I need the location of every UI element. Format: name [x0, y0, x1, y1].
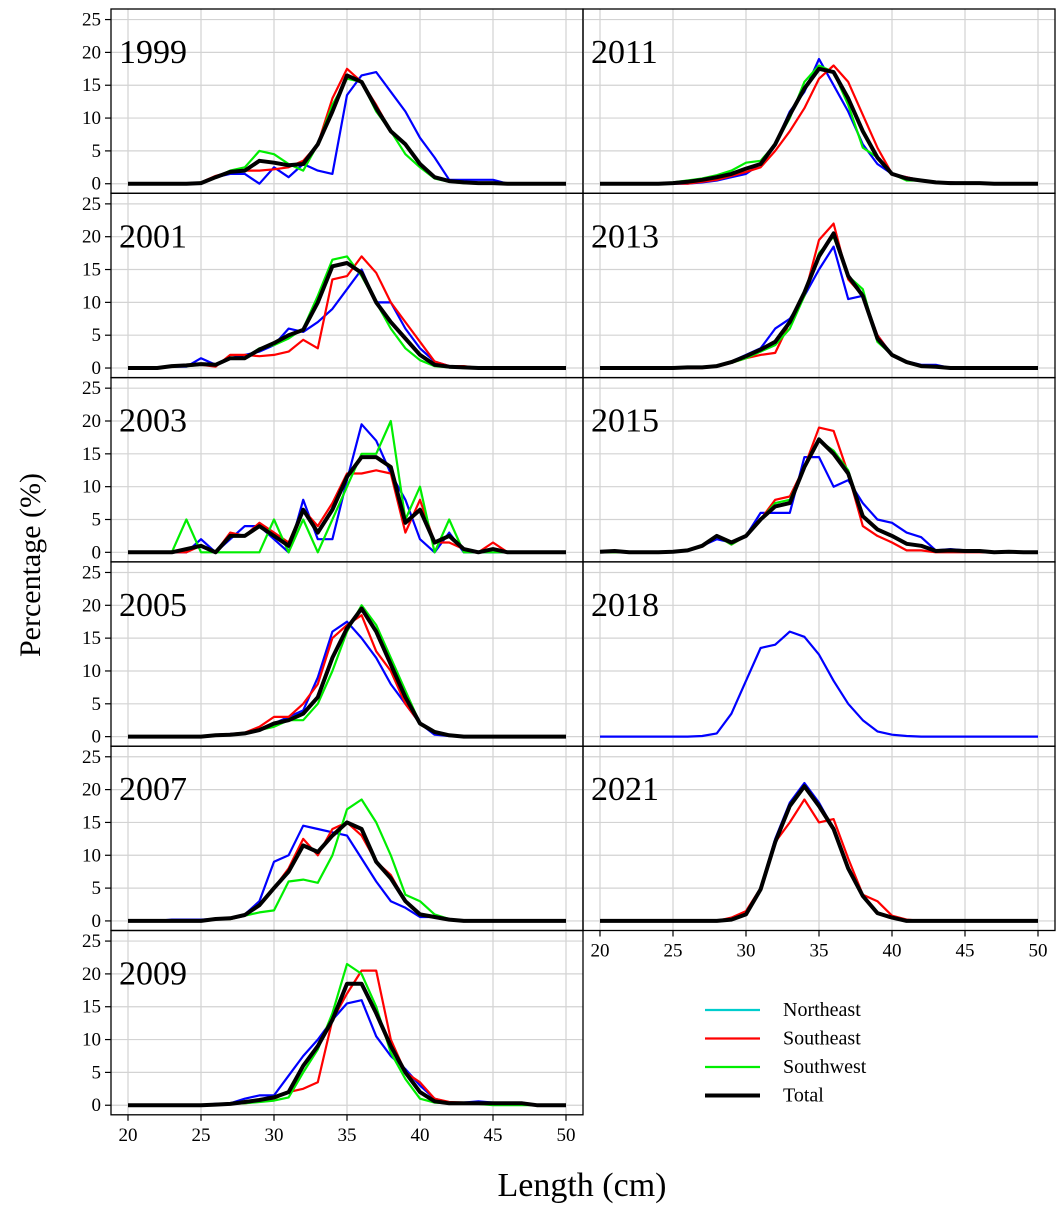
y-tick-label: 5: [92, 694, 102, 715]
y-tick-label: 10: [82, 661, 101, 682]
y-tick-label: 5: [92, 325, 102, 346]
series-line-northeast: [600, 630, 1038, 738]
y-tick-label: 20: [82, 411, 101, 432]
y-tick-label: 15: [82, 75, 101, 96]
legend-label: Northeast: [783, 999, 861, 1021]
panel-year-label: 2003: [119, 403, 187, 440]
y-tick-label: 25: [82, 562, 101, 583]
y-tick-label: 25: [82, 378, 101, 399]
panel-2015: 2015: [582, 376, 1056, 563]
series-line-total: [128, 455, 566, 555]
x-tick-label: 40: [411, 1125, 430, 1146]
panel-1999: 0 5 10 15 20 25 1999: [82, 8, 584, 195]
y-tick-label: 25: [82, 931, 101, 952]
panel-2013: 2013: [582, 192, 1056, 379]
x-tick-label: 50: [1029, 941, 1048, 962]
y-tick-label: 0: [92, 542, 102, 563]
y-tick-label: 20: [82, 780, 101, 801]
y-tick-label: 20: [82, 964, 101, 985]
x-tick-label: 50: [557, 1125, 576, 1146]
panel-2011: 2011: [582, 8, 1056, 194]
y-tick-label: 10: [82, 1030, 101, 1051]
legend-item-total: Total: [705, 1085, 824, 1107]
x-tick-label: 45: [484, 1125, 503, 1146]
y-tick-label: 15: [82, 997, 101, 1018]
series-line-southwest: [128, 419, 566, 554]
panel-2003: 0 5 10 15 20 25 2003: [82, 376, 584, 563]
y-tick-label: 10: [82, 477, 101, 498]
y-tick-label: 20: [82, 42, 101, 63]
y-tick-label: 25: [82, 194, 101, 215]
legend-item-northeast: Northeast: [705, 999, 861, 1021]
series-line-total: [599, 437, 1038, 555]
x-tick-label: 25: [664, 941, 683, 962]
panel-year-label: 2007: [119, 771, 187, 808]
x-tick-label: 20: [119, 1125, 138, 1146]
y-tick-label: 0: [92, 727, 102, 748]
series-line-total: [128, 261, 566, 370]
x-tick-label: 35: [810, 941, 829, 962]
x-tick-label: 30: [737, 941, 756, 962]
y-tick-label: 5: [92, 1062, 102, 1083]
y-tick-label: 0: [92, 911, 102, 932]
y-tick-label: 5: [92, 510, 102, 531]
series-line-total: [128, 73, 566, 186]
x-tick-label: 45: [956, 941, 975, 962]
legend-label: Southwest: [783, 1056, 867, 1078]
legend: Northeast Southeast Southwest Total: [705, 999, 867, 1107]
panel-2018: 2018: [582, 561, 1056, 747]
y-tick-label: 10: [82, 108, 101, 129]
panel-2009: 0 5 10 15 20 25 2009 20 25 30 35 40 45 50: [82, 929, 584, 1146]
x-tick-label: 30: [265, 1125, 284, 1146]
x-tick-label: 35: [338, 1125, 357, 1146]
legend-label: Southeast: [783, 1028, 861, 1050]
y-tick-label: 20: [82, 227, 101, 248]
y-tick-label: 15: [82, 444, 101, 465]
series-line-total: [600, 784, 1038, 923]
y-tick-label: 10: [82, 292, 101, 313]
panel-year-label: 2011: [591, 34, 658, 71]
legend-label: Total: [783, 1085, 824, 1107]
panel-year-label: 2013: [591, 218, 659, 255]
series-line-total: [600, 231, 1038, 370]
series-line-total: [600, 66, 1038, 186]
series-line-total: [128, 606, 566, 739]
x-tick-label: 20: [591, 941, 610, 962]
panel-2007: 0 5 10 15 20 25 2007: [82, 745, 584, 932]
y-tick-label: 0: [92, 1095, 102, 1116]
y-tick-label: 15: [82, 628, 101, 649]
panel-year-label: 2018: [591, 587, 659, 624]
x-tick-label: 40: [883, 941, 902, 962]
y-tick-label: 20: [82, 595, 101, 616]
y-tick-label: 0: [92, 358, 102, 379]
panel-year-label: 2005: [119, 587, 187, 624]
panel-2021: 2021 20 25 30 35 40 45 50: [582, 745, 1056, 962]
y-tick-label: 25: [82, 10, 101, 31]
series-line-total: [128, 981, 566, 1108]
panel-2005: 0 5 10 15 20 25 2005: [82, 561, 584, 748]
x-axis-label: Length (cm): [498, 1167, 667, 1204]
y-tick-label: 15: [82, 812, 101, 833]
y-tick-label: 5: [92, 878, 102, 899]
legend-item-southwest: Southwest: [705, 1056, 867, 1078]
panel-year-label: 2015: [591, 403, 659, 440]
y-tick-label: 5: [92, 141, 102, 162]
panels-layer: 0510152025199905101520252001051015202520…: [82, 8, 1056, 1146]
panel-year-label: 2001: [119, 218, 187, 255]
panel-2001: 0 5 10 15 20 25 2001: [82, 192, 584, 379]
y-tick-label: 25: [82, 747, 101, 768]
y-tick-label: 0: [92, 174, 102, 195]
y-tick-label: 15: [82, 260, 101, 281]
panel-year-label: 1999: [119, 34, 187, 71]
panel-year-label: 2009: [119, 956, 187, 993]
series-line-total: [128, 820, 566, 923]
y-axis-label: Percentage (%): [14, 473, 47, 657]
y-tick-label: 10: [82, 845, 101, 866]
x-tick-label: 25: [192, 1125, 211, 1146]
legend-item-southeast: Southeast: [705, 1028, 861, 1050]
panel-year-label: 2021: [591, 771, 659, 808]
